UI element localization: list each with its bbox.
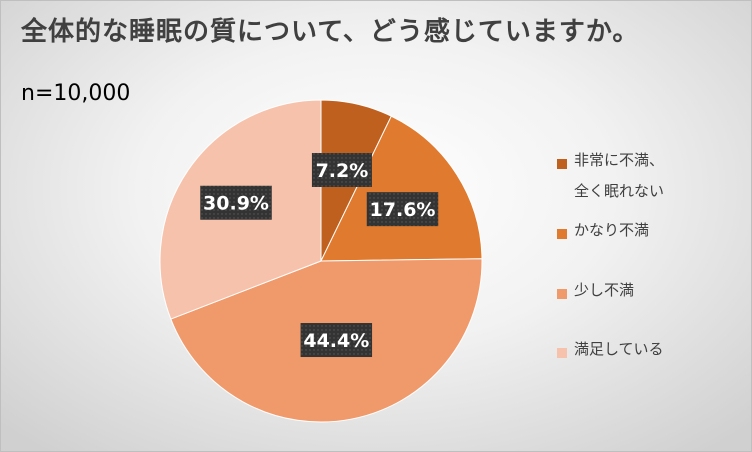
svg-text:30.9%: 30.9%	[203, 193, 269, 215]
legend-item-1: 非常に不満、 全く眠れない	[557, 151, 704, 207]
legend-item-4: 満足している	[557, 340, 704, 365]
data-label-4: 30.9%	[200, 185, 272, 220]
chart-title: 全体的な睡眠の質について、どう感じていますか。	[21, 17, 640, 47]
legend-swatch	[557, 348, 567, 358]
legend-swatch	[557, 229, 567, 239]
legend-item-2: かなり不満	[557, 221, 704, 246]
svg-text:44.4%: 44.4%	[303, 330, 369, 352]
data-label-1: 7.2%	[311, 152, 372, 187]
legend-label: 満足している	[574, 340, 664, 358]
data-label-3: 44.4%	[300, 323, 373, 358]
svg-text:7.2%: 7.2%	[316, 160, 369, 182]
legend-label: 少し不満	[574, 281, 635, 299]
legend-label: 非常に不満、 全く眠れない	[574, 151, 665, 200]
sample-size-label: n=10,000	[21, 81, 131, 106]
pie-slice-2	[320, 115, 483, 262]
legend-swatch	[557, 289, 567, 299]
svg-text:17.6%: 17.6%	[370, 199, 436, 221]
data-label-2: 17.6%	[366, 192, 439, 227]
legend-swatch	[557, 159, 567, 169]
legend-label: かなり不満	[574, 221, 650, 239]
legend-item-3: 少し不満	[557, 281, 704, 306]
